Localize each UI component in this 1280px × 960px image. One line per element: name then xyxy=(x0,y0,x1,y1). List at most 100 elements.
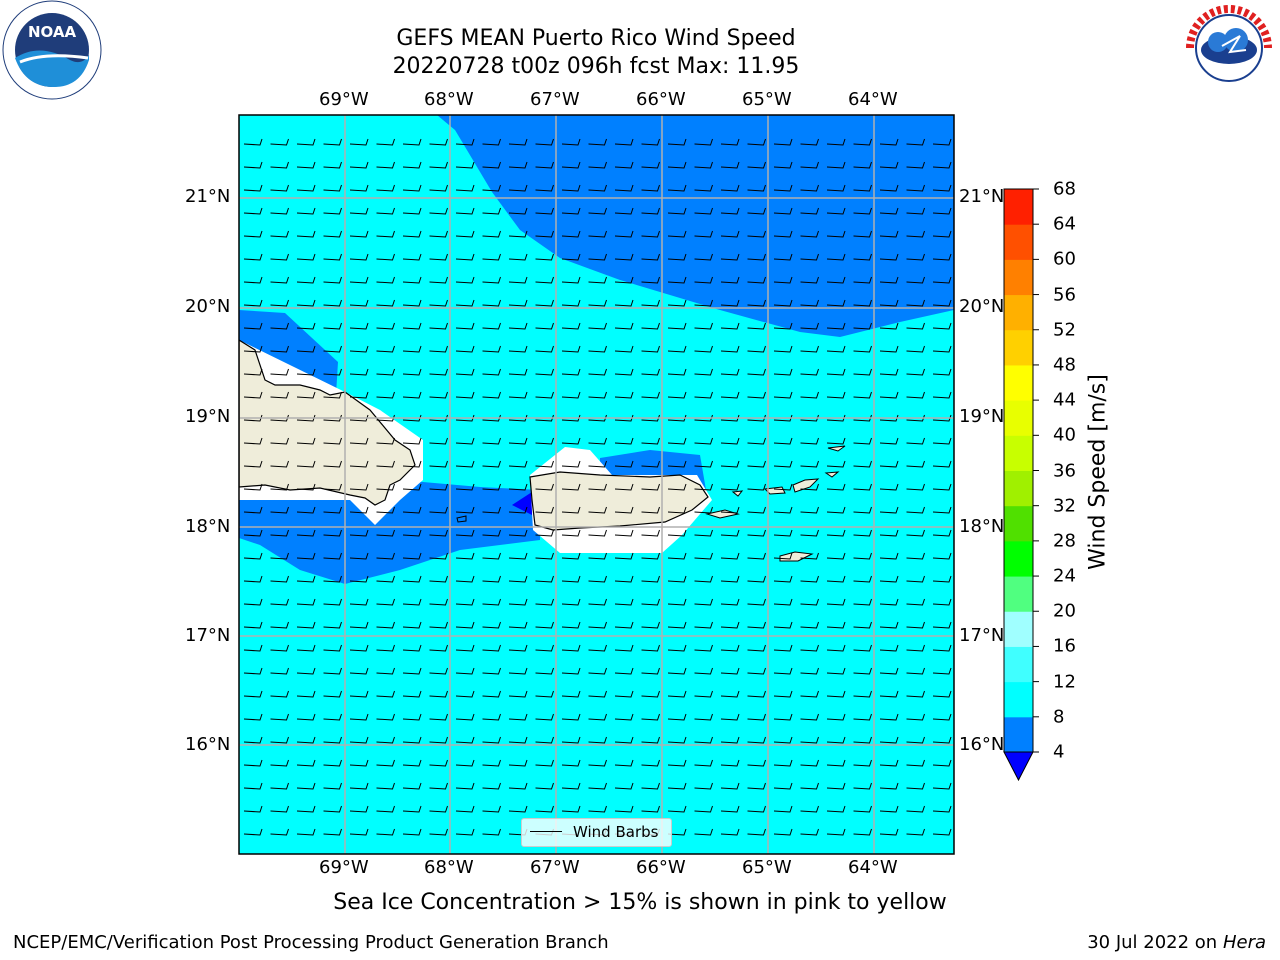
wind-barb xyxy=(879,414,899,422)
wind-barb xyxy=(906,207,925,215)
wind-barb xyxy=(376,736,395,744)
wind-barb xyxy=(429,322,448,330)
colorbar-segment xyxy=(1004,435,1033,471)
wind-barb xyxy=(270,736,289,744)
wind-barb xyxy=(376,667,395,675)
wind-barb xyxy=(879,805,899,813)
wind-barb xyxy=(800,713,819,721)
wind-barb xyxy=(879,529,899,537)
wind-barb xyxy=(376,460,395,468)
wind-barb xyxy=(270,184,289,192)
wind-barb xyxy=(402,736,422,744)
wind-barb xyxy=(800,276,819,284)
wind-barb xyxy=(879,598,899,606)
wind-barb xyxy=(323,667,342,675)
wind-barb xyxy=(296,506,316,514)
wind-barb xyxy=(482,552,501,560)
wind-barb xyxy=(667,552,687,560)
lon-tick-top-3: 66°W xyxy=(636,89,686,110)
wind-barb xyxy=(588,414,607,422)
wind-barb xyxy=(508,414,528,422)
wind-barb xyxy=(429,345,448,353)
wind-barb xyxy=(455,529,475,537)
wind-barb xyxy=(800,207,819,215)
wind-barb xyxy=(720,575,740,583)
wind-barb xyxy=(349,368,369,376)
wind-barb xyxy=(853,253,872,261)
wind-barb xyxy=(243,782,263,790)
colorbar-tick: 44 xyxy=(1053,389,1076,411)
wind-barb xyxy=(243,506,263,514)
wind-barb xyxy=(694,460,713,468)
wind-barb xyxy=(879,828,899,836)
wind-barb xyxy=(455,322,475,330)
wind-barb xyxy=(508,483,528,491)
wind-barb xyxy=(614,253,634,261)
wind-barb xyxy=(243,667,263,675)
wind-barb xyxy=(270,345,289,353)
wind-barb xyxy=(614,759,634,767)
wind-barb xyxy=(270,230,289,238)
wind-barb xyxy=(376,184,395,192)
wind-barb xyxy=(561,276,581,284)
wind-barb xyxy=(482,391,501,399)
wind-barb xyxy=(800,736,819,744)
wind-barb xyxy=(535,644,554,652)
wind-barb xyxy=(561,138,581,146)
wind-barb xyxy=(641,759,660,767)
wind-barb xyxy=(826,253,846,261)
wind-barb xyxy=(614,460,634,468)
lon-tick-bottom-2: 67°W xyxy=(530,857,580,878)
wind-barb xyxy=(482,759,501,767)
wind-barb xyxy=(376,391,395,399)
wind-barb xyxy=(614,552,634,560)
wind-barb xyxy=(853,805,872,813)
lat-tick-right-5: 16°N xyxy=(959,734,1005,755)
wind-barb xyxy=(508,368,528,376)
wind-barb xyxy=(826,713,846,721)
wind-barb xyxy=(773,575,793,583)
wind-barb xyxy=(429,713,448,721)
land-sombrero xyxy=(827,445,846,452)
wind-barb xyxy=(429,230,448,238)
wind-barb xyxy=(773,598,793,606)
wind-barb xyxy=(667,368,687,376)
wind-barb xyxy=(508,391,528,399)
wind-barb xyxy=(270,276,289,284)
wind-barb xyxy=(349,345,369,353)
wind-barb xyxy=(826,506,846,514)
wind-barb xyxy=(402,483,422,491)
wind-barb xyxy=(323,161,342,169)
wind-barb xyxy=(641,552,660,560)
wind-barb xyxy=(720,230,740,238)
wind-barb xyxy=(402,391,422,399)
wind-barb xyxy=(561,598,581,606)
colorbar-tick: 52 xyxy=(1053,319,1076,341)
wind-barb xyxy=(720,782,740,790)
wind-barb xyxy=(773,713,793,721)
wind-barb xyxy=(879,276,899,284)
wind-barb xyxy=(482,345,501,353)
wind-barb xyxy=(429,667,448,675)
wind-barb xyxy=(429,414,448,422)
wind-barb xyxy=(270,529,289,537)
wind-barb xyxy=(323,437,342,445)
wind-barb xyxy=(508,552,528,560)
land-hispaniola xyxy=(239,339,416,506)
wind-barb xyxy=(455,621,475,629)
wind-barb xyxy=(376,644,395,652)
wind-barb xyxy=(667,782,687,790)
wind-barb xyxy=(296,460,316,468)
wind-barb xyxy=(614,805,634,813)
wind-barb xyxy=(853,506,872,514)
wind-barb xyxy=(641,782,660,790)
wind-barb xyxy=(747,276,766,284)
wind-barb xyxy=(853,690,872,698)
wind-barb xyxy=(270,299,289,307)
wind-barb xyxy=(800,230,819,238)
wind-barb xyxy=(614,276,634,284)
wind-barb xyxy=(349,391,369,399)
wind-barb xyxy=(853,483,872,491)
wind-barb xyxy=(402,184,422,192)
wind-barb xyxy=(694,299,713,307)
